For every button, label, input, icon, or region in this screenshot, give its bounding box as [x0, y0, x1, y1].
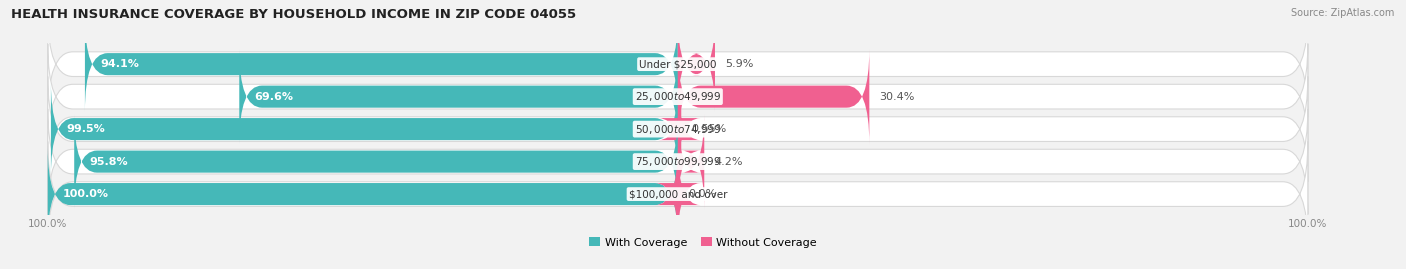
Text: $100,000 and over: $100,000 and over [628, 189, 727, 199]
FancyBboxPatch shape [48, 44, 1308, 149]
Text: 0.55%: 0.55% [692, 124, 727, 134]
FancyBboxPatch shape [678, 17, 716, 112]
Text: 0.0%: 0.0% [688, 189, 716, 199]
Text: 4.2%: 4.2% [714, 157, 742, 167]
FancyBboxPatch shape [84, 17, 678, 112]
Text: $50,000 to $74,999: $50,000 to $74,999 [634, 123, 721, 136]
FancyBboxPatch shape [48, 76, 1308, 182]
FancyBboxPatch shape [655, 147, 700, 242]
Text: 99.5%: 99.5% [66, 124, 105, 134]
FancyBboxPatch shape [678, 114, 704, 209]
Text: 69.6%: 69.6% [254, 92, 294, 102]
Text: $25,000 to $49,999: $25,000 to $49,999 [634, 90, 721, 103]
FancyBboxPatch shape [658, 82, 700, 176]
FancyBboxPatch shape [48, 141, 1308, 247]
FancyBboxPatch shape [48, 147, 678, 242]
FancyBboxPatch shape [48, 12, 1308, 117]
Legend: With Coverage, Without Coverage: With Coverage, Without Coverage [589, 237, 817, 247]
Text: Under $25,000: Under $25,000 [640, 59, 717, 69]
FancyBboxPatch shape [48, 109, 1308, 214]
Text: HEALTH INSURANCE COVERAGE BY HOUSEHOLD INCOME IN ZIP CODE 04055: HEALTH INSURANCE COVERAGE BY HOUSEHOLD I… [11, 8, 576, 21]
FancyBboxPatch shape [239, 49, 678, 144]
FancyBboxPatch shape [51, 82, 678, 176]
Text: 95.8%: 95.8% [90, 157, 128, 167]
Text: 30.4%: 30.4% [879, 92, 915, 102]
FancyBboxPatch shape [678, 49, 869, 144]
Text: Source: ZipAtlas.com: Source: ZipAtlas.com [1291, 8, 1395, 18]
FancyBboxPatch shape [75, 114, 678, 209]
Text: $75,000 to $99,999: $75,000 to $99,999 [634, 155, 721, 168]
Text: 100.0%: 100.0% [63, 189, 108, 199]
Text: 94.1%: 94.1% [100, 59, 139, 69]
Text: 5.9%: 5.9% [725, 59, 754, 69]
